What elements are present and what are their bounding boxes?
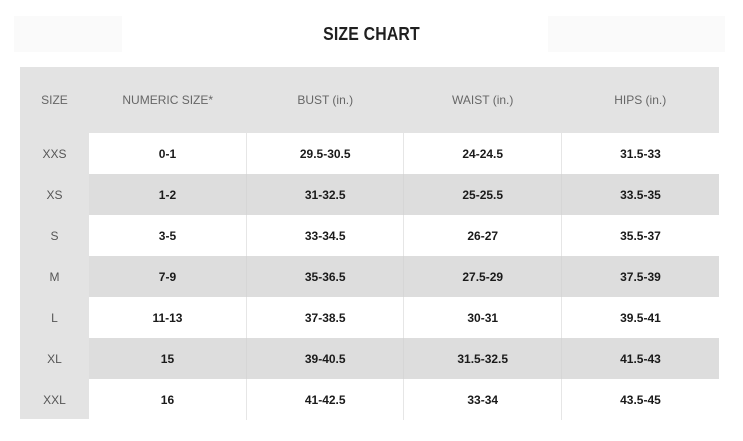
- bust-cell: 33-34.5: [245, 215, 404, 256]
- table-row: XS 1-2 31-32.5 25-25.5 33.5-35: [20, 174, 719, 215]
- header-row: SIZE NUMERIC SIZE* BUST (in.) WAIST (in.…: [20, 67, 719, 133]
- bust-cell: 29.5-30.5: [245, 133, 404, 174]
- size-label: L: [51, 310, 58, 325]
- waist-cell: 27.5-29: [403, 256, 562, 297]
- table-row: L 11-13 37-38.5 30-31 39.5-41: [20, 297, 719, 338]
- bust-cell: 39-40.5: [245, 338, 404, 379]
- table-row: S 3-5 33-34.5 26-27 35.5-37: [20, 215, 719, 256]
- size-label: XS: [46, 187, 63, 202]
- bust-cell: 41-42.5: [245, 379, 404, 420]
- bust-cell: 37-38.5: [245, 297, 404, 338]
- faded-right-element: [548, 16, 725, 52]
- hips-cell: 39.5-41: [560, 297, 719, 338]
- size-label: S: [50, 228, 59, 243]
- waist-cell: 33-34: [403, 379, 562, 420]
- hips-cell: 41.5-43: [560, 338, 719, 379]
- table-row: XL 15 39-40.5 31.5-32.5 41.5-43: [20, 338, 719, 379]
- numeric-size-cell: 16: [88, 379, 247, 420]
- size-label: XL: [47, 351, 62, 366]
- numeric-size-cell: 1-2: [88, 174, 247, 215]
- size-chart-table: SIZE NUMERIC SIZE* BUST (in.) WAIST (in.…: [20, 67, 719, 420]
- waist-cell: 24-24.5: [403, 133, 562, 174]
- waist-cell: 25-25.5: [403, 174, 562, 215]
- numeric-size-cell: 11-13: [88, 297, 247, 338]
- header-bust: BUST (in.): [297, 93, 354, 107]
- waist-cell: 26-27: [403, 215, 562, 256]
- table-row: XXL 16 41-42.5 33-34 43.5-45: [20, 379, 719, 420]
- header-numeric-size: NUMERIC SIZE*: [122, 93, 214, 107]
- faded-left-element: [14, 16, 122, 52]
- hips-cell: 31.5-33: [560, 133, 719, 174]
- page-title: SIZE CHART: [323, 24, 420, 44]
- hips-cell: 37.5-39: [560, 256, 719, 297]
- hips-cell: 33.5-35: [560, 174, 719, 215]
- numeric-size-cell: 15: [88, 338, 247, 379]
- size-label: M: [49, 269, 60, 284]
- header-hips: HIPS (in.): [614, 93, 667, 107]
- numeric-size-cell: 3-5: [88, 215, 247, 256]
- numeric-size-cell: 0-1: [88, 133, 247, 174]
- header-waist: WAIST (in.): [452, 93, 514, 107]
- size-label: XXS: [42, 146, 67, 161]
- numeric-size-cell: 7-9: [88, 256, 247, 297]
- bust-cell: 31-32.5: [245, 174, 404, 215]
- hips-cell: 43.5-45: [560, 379, 719, 420]
- table-row: M 7-9 35-36.5 27.5-29 37.5-39: [20, 256, 719, 297]
- size-label: XXL: [43, 392, 66, 407]
- bust-cell: 35-36.5: [245, 256, 404, 297]
- hips-cell: 35.5-37: [560, 215, 719, 256]
- header-size: SIZE: [41, 93, 68, 107]
- waist-cell: 31.5-32.5: [403, 338, 562, 379]
- waist-cell: 30-31: [403, 297, 562, 338]
- table-row: XXS 0-1 29.5-30.5 24-24.5 31.5-33: [20, 133, 719, 174]
